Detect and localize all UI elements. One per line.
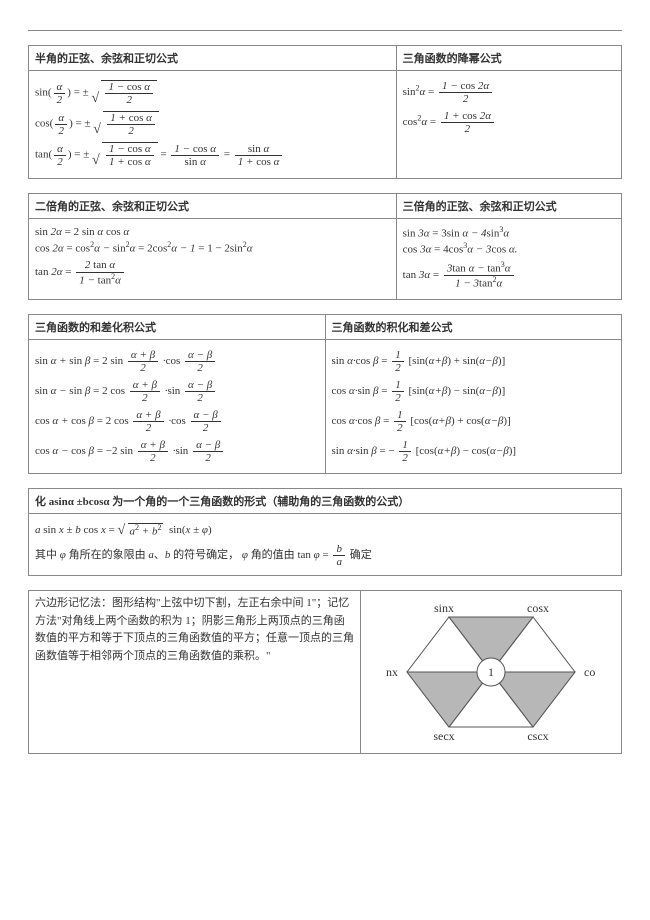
eq-tan2a: tan 2α = 2 tan α1 − tan2α [35,259,390,286]
eq-pts-4: sin α·sin β = − 12 [cos(α+β) − cos(α−β)] [332,439,616,464]
hex-tri-bl [407,672,491,727]
cell-hex-diagram: 1 sinx cosx tanx cotx secx cscx [361,591,622,754]
table-hexagon: 六边形记忆法：图形结构"上弦中切下割，左正右余中间 1"；记忆方法"对角线上两个… [28,590,622,754]
cell-sum-to-prod: sin α + sin β = 2 sin α + β2 ·cos α − β2… [29,339,326,474]
eq-stp-3: cos α + cos β = 2 cos α + β2 ·cos α − β2 [35,409,319,434]
head-triple: 三倍角的正弦、余弦和正切公式 [396,193,621,218]
eq-stp-4: cos α − cos β = −2 sin α + β2 ·sin α − β… [35,439,319,464]
eq-aux-note: 其中 φ 角所在的象限由 a、b 的符号确定， φ 角的值由 tan φ = b… [35,543,615,568]
eq-stp-2: sin α − sin β = 2 cos α + β2 ·sin α − β2 [35,379,319,404]
hex-mnemonic-text: 六边形记忆法：图形结构"上弦中切下割，左正右余中间 1"；记忆方法"对角线上两个… [35,597,354,662]
eq-stp-1: sin α + sin β = 2 sin α + β2 ·cos α − β2 [35,349,319,374]
head-power-reduce: 三角函数的降幂公式 [396,46,621,71]
top-rule [28,30,622,31]
hex-label-mr: cotx [584,665,596,679]
head-aux: 化 asinα ±bcosα 为一个角的一个三角函数的形式（辅助角的三角函数的公… [29,489,622,514]
hex-tri-br [491,672,575,727]
hex-label-tr: cosx [527,601,549,615]
eq-tan3a: tan 3α = 3tan α − tan3α1 − 3tan2α [403,261,615,290]
hex-label-br: cscx [527,729,548,743]
eq-tan-half: tan(α2) = ± 1 − cos α1 + cos α = 1 − cos… [35,142,390,168]
eq-sin-half: sin(α2) = ± 1 − cos α2 [35,80,390,106]
eq-pts-3: cos α·cos β = 12 [cos(α+β) + cos(α−β)] [332,409,616,434]
head-double: 二倍角的正弦、余弦和正切公式 [29,193,397,218]
head-half-angle: 半角的正弦、余弦和正切公式 [29,46,397,71]
cell-power-reduce: sin2α = 1 − cos 2α2 cos2α = 1 + cos 2α2 [396,71,621,179]
eq-cos-half: cos(α2) = ± 1 + cos α2 [35,111,390,137]
page: 半角的正弦、余弦和正切公式 三角函数的降幂公式 sin(α2) = ± 1 − … [0,0,650,920]
cell-prod-to-sum: sin α·cos β = 12 [sin(α+β) + sin(α−β)] c… [325,339,622,474]
hex-label-ml: tanx [386,665,398,679]
cell-half-angle: sin(α2) = ± 1 − cos α2 cos(α2) = ± 1 + c… [29,71,397,179]
hex-label-center: 1 [488,665,494,679]
eq-pts-1: sin α·cos β = 12 [sin(α+β) + sin(α−β)] [332,349,616,374]
table-sum-product: 三角函数的和差化积公式 三角函数的积化和差公式 sin α + sin β = … [28,314,622,475]
hex-label-tl: sinx [434,601,454,615]
table-auxiliary-angle: 化 asinα ±bcosα 为一个角的一个三角函数的形式（辅助角的三角函数的公… [28,488,622,576]
cell-aux: a sin x ± b cos x = a2 + b2 sin(x ± φ) 其… [29,514,622,576]
head-prod-to-sum: 三角函数的积化和差公式 [325,314,622,339]
table-half-angle: 半角的正弦、余弦和正切公式 三角函数的降幂公式 sin(α2) = ± 1 − … [28,45,622,179]
cell-double: sin 2α = 2 sin α cos α cos 2α = cos2α − … [29,218,397,299]
eq-sin2a: sin 2α = 2 sin α cos α [35,226,390,238]
eq-sin2-reduce: sin2α = 1 − cos 2α2 [403,80,615,105]
table-double-triple: 二倍角的正弦、余弦和正切公式 三倍角的正弦、余弦和正切公式 sin 2α = 2… [28,193,622,300]
eq-cos3a: cos 3α = 4cos3α − 3cos α. [403,242,615,256]
head-sum-to-prod: 三角函数的和差化积公式 [29,314,326,339]
hexagon-diagram: 1 sinx cosx tanx cotx secx cscx [386,597,596,747]
cell-triple: sin 3α = 3sin α − 4sin3α cos 3α = 4cos3α… [396,218,621,299]
cell-hex-text: 六边形记忆法：图形结构"上弦中切下割，左正右余中间 1"；记忆方法"对角线上两个… [29,591,361,754]
eq-pts-2: cos α·sin β = 12 [sin(α+β) − sin(α−β)] [332,379,616,404]
hex-label-bl: secx [433,729,454,743]
eq-cos2a: cos 2α = cos2α − sin2α = 2cos2α − 1 = 1 … [35,241,390,255]
eq-aux-main: a sin x ± b cos x = a2 + b2 sin(x ± φ) [35,523,615,538]
eq-sin3a: sin 3α = 3sin α − 4sin3α [403,226,615,240]
eq-cos2-reduce: cos2α = 1 + cos 2α2 [403,110,615,135]
